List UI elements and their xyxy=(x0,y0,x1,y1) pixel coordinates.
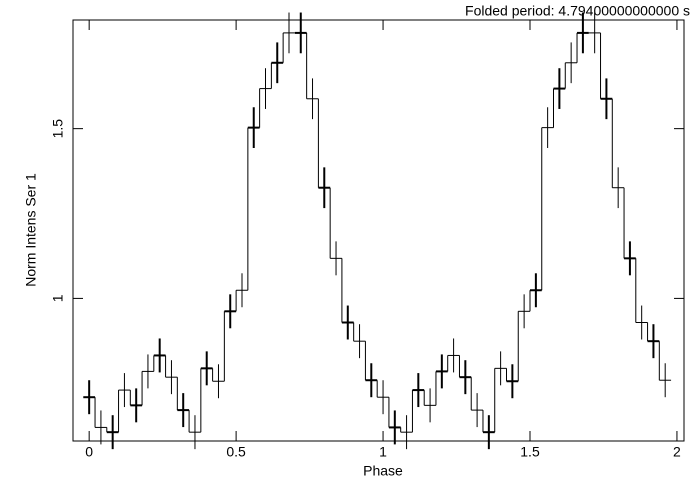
x-tick-label: 0 xyxy=(85,444,93,460)
x-tick-label: 0.5 xyxy=(226,444,246,460)
plot-frame xyxy=(72,19,685,442)
x-tick-label: 1 xyxy=(379,444,387,460)
x-axis-label: Phase xyxy=(363,463,403,479)
y-tick-label: 1 xyxy=(50,294,66,302)
y-tick-label: 1.5 xyxy=(50,119,66,139)
chart-title: Folded period: 4.79400000000000 s xyxy=(465,3,690,19)
x-tick-label: 2 xyxy=(673,444,681,460)
y-axis-label: Norm Intens Ser 1 xyxy=(23,173,39,287)
x-tick-label: 1.5 xyxy=(520,444,540,460)
